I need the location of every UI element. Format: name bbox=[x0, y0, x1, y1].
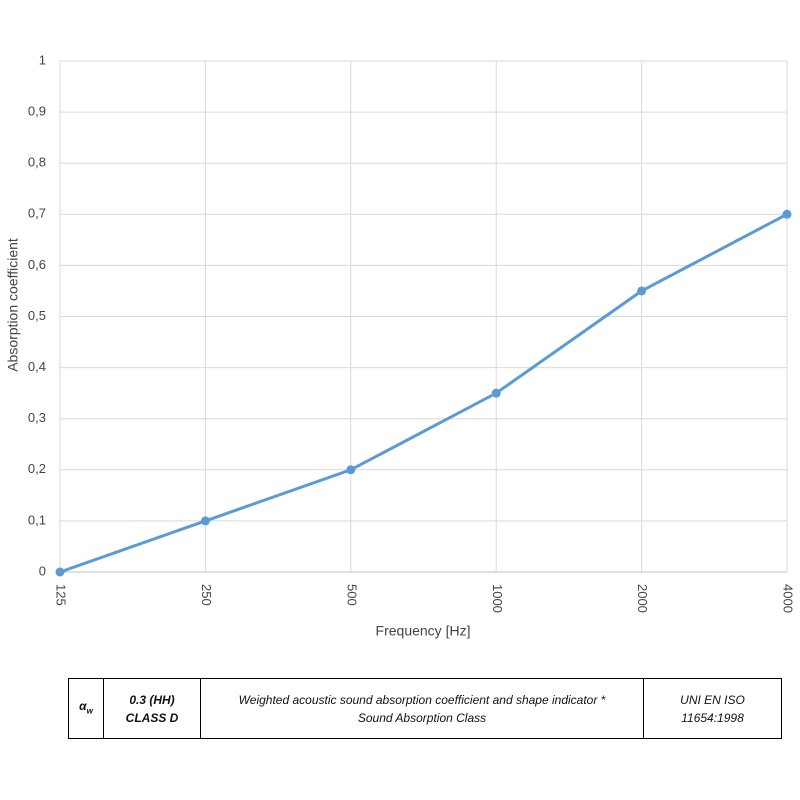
standard-cell: UNI EN ISO 11654:1998 bbox=[643, 678, 782, 739]
description-cell: Weighted acoustic sound absorption coeff… bbox=[200, 678, 644, 739]
y-tick-label: 0,9 bbox=[28, 104, 46, 119]
y-tick-label: 0,5 bbox=[28, 308, 46, 323]
cell-line: Sound Absorption Class bbox=[357, 710, 487, 725]
symbol-subscript: w bbox=[86, 706, 93, 716]
cell-line: CLASS D bbox=[125, 710, 179, 725]
data-point bbox=[200, 516, 210, 526]
data-line bbox=[59, 212, 788, 574]
y-tick-label: 0,3 bbox=[28, 410, 46, 425]
y-tick-label: 0,4 bbox=[28, 359, 46, 374]
y-tick-label: 0,6 bbox=[28, 257, 46, 272]
y-tick-label: 0,8 bbox=[28, 155, 46, 170]
cell-line: 0.3 (HH) bbox=[129, 692, 175, 707]
y-tick-label: 0,7 bbox=[28, 206, 46, 221]
data-point bbox=[491, 388, 501, 398]
data-point bbox=[346, 465, 356, 475]
data-point bbox=[55, 567, 65, 577]
x-tick-label: 125 bbox=[54, 584, 69, 606]
chart: Absorption coefficient Frequency [Hz] 0 0… bbox=[5, 52, 796, 639]
value-cell: 0.3 (HH) CLASS D bbox=[103, 678, 201, 739]
cell-line: UNI EN ISO bbox=[680, 692, 745, 707]
data-point bbox=[637, 286, 647, 296]
x-tick-label: 250 bbox=[199, 584, 214, 606]
y-axis-title: Absorption coefficient bbox=[5, 238, 21, 372]
data-point bbox=[782, 209, 792, 219]
table-row: αw 0.3 (HH) CLASS D Weighted acoustic sou… bbox=[68, 678, 782, 739]
cell-line: Weighted acoustic sound absorption coeff… bbox=[238, 692, 606, 707]
cell-line: 11654:1998 bbox=[681, 710, 744, 725]
x-tick-label: 2000 bbox=[635, 584, 650, 613]
x-tick-label: 1000 bbox=[490, 584, 505, 613]
y-tick-label: 0,1 bbox=[28, 512, 46, 527]
y-tick-label: 0 bbox=[39, 563, 46, 578]
symbol: α bbox=[79, 698, 87, 713]
y-tick-label: 1 bbox=[39, 52, 46, 67]
symbol-cell: αw bbox=[68, 678, 104, 739]
y-tick-label: 0,2 bbox=[28, 461, 46, 476]
x-axis-title: Frequency [Hz] bbox=[376, 623, 471, 639]
x-tick-label: 4000 bbox=[781, 584, 796, 613]
x-tick-label: 500 bbox=[344, 584, 359, 606]
class-table: αw 0.3 (HH) CLASS D Weighted acoustic sou… bbox=[68, 678, 782, 739]
